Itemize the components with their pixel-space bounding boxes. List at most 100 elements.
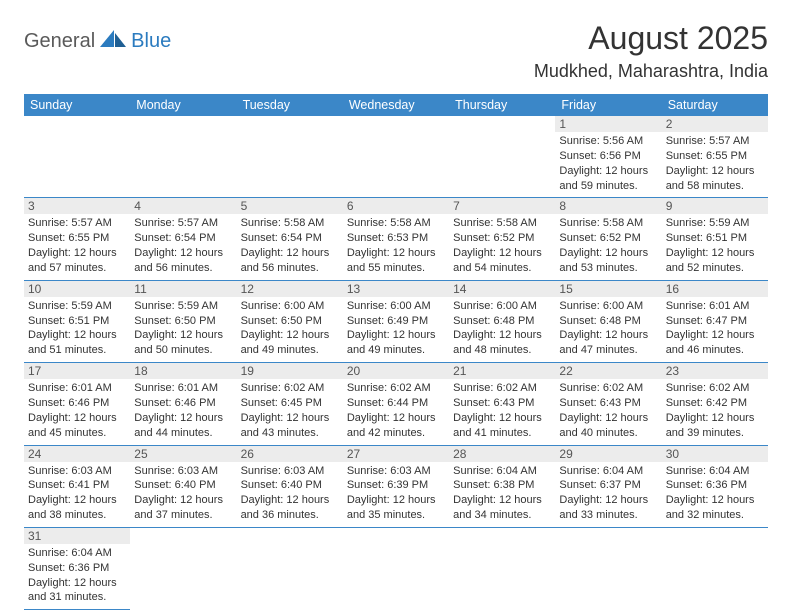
logo-text-general: General xyxy=(24,30,95,53)
day-line: Sunrise: 6:02 AM xyxy=(559,381,657,396)
day-line: Daylight: 12 hours xyxy=(559,246,657,261)
day-line: Sunset: 6:43 PM xyxy=(453,396,551,411)
day-content: Sunrise: 5:58 AMSunset: 6:52 PMDaylight:… xyxy=(555,214,661,279)
calendar-cell: 25Sunrise: 6:03 AMSunset: 6:40 PMDayligh… xyxy=(130,445,236,527)
day-number: 22 xyxy=(555,363,661,379)
day-line: Sunset: 6:40 PM xyxy=(134,478,232,493)
day-number: 10 xyxy=(24,281,130,297)
day-number: 23 xyxy=(662,363,768,379)
day-header: Monday xyxy=(130,94,236,116)
day-line: Sunrise: 6:00 AM xyxy=(241,299,339,314)
day-line: Sunset: 6:51 PM xyxy=(666,231,764,246)
day-line: and 31 minutes. xyxy=(28,590,126,605)
day-line: Sunset: 6:39 PM xyxy=(347,478,445,493)
day-number: 9 xyxy=(662,198,768,214)
day-line: Daylight: 12 hours xyxy=(241,493,339,508)
calendar-cell xyxy=(237,527,343,609)
day-number: 11 xyxy=(130,281,236,297)
day-line: Sunset: 6:36 PM xyxy=(28,561,126,576)
day-content: Sunrise: 6:00 AMSunset: 6:50 PMDaylight:… xyxy=(237,297,343,362)
calendar-cell: 14Sunrise: 6:00 AMSunset: 6:48 PMDayligh… xyxy=(449,280,555,362)
day-number: 6 xyxy=(343,198,449,214)
day-line: Sunset: 6:36 PM xyxy=(666,478,764,493)
day-line: Sunset: 6:53 PM xyxy=(347,231,445,246)
calendar-cell: 20Sunrise: 6:02 AMSunset: 6:44 PMDayligh… xyxy=(343,363,449,445)
day-content: Sunrise: 6:02 AMSunset: 6:43 PMDaylight:… xyxy=(449,379,555,444)
day-line: Sunset: 6:46 PM xyxy=(28,396,126,411)
day-number: 26 xyxy=(237,446,343,462)
day-line: and 43 minutes. xyxy=(241,426,339,441)
day-line: and 58 minutes. xyxy=(666,179,764,194)
calendar-cell: 26 Sunrise: 6:03 AMSunset: 6:40 PMDayligh… xyxy=(237,445,343,527)
day-content: Sunrise: 5:59 AMSunset: 6:51 PMDaylight:… xyxy=(24,297,130,362)
day-content: Sunrise: 6:01 AMSunset: 6:46 PMDaylight:… xyxy=(130,379,236,444)
day-line: and 44 minutes. xyxy=(134,426,232,441)
day-header: Wednesday xyxy=(343,94,449,116)
calendar-cell: 2Sunrise: 5:57 AMSunset: 6:55 PMDaylight… xyxy=(662,116,768,198)
day-number: 29 xyxy=(555,446,661,462)
day-number: 18 xyxy=(130,363,236,379)
day-line: Sunrise: 5:57 AM xyxy=(28,216,126,231)
day-line: Sunset: 6:48 PM xyxy=(453,314,551,329)
day-number: 20 xyxy=(343,363,449,379)
calendar-cell: 17Sunrise: 6:01 AMSunset: 6:46 PMDayligh… xyxy=(24,363,130,445)
day-line: Sunrise: 6:00 AM xyxy=(453,299,551,314)
day-line: Sunrise: 6:01 AM xyxy=(666,299,764,314)
calendar-row: 31Sunrise: 6:04 AMSunset: 6:36 PMDayligh… xyxy=(24,527,768,609)
calendar-cell: 28Sunrise: 6:04 AMSunset: 6:38 PMDayligh… xyxy=(449,445,555,527)
day-line: Daylight: 12 hours xyxy=(347,246,445,261)
calendar-cell: 23Sunrise: 6:02 AMSunset: 6:42 PMDayligh… xyxy=(662,363,768,445)
calendar-cell xyxy=(24,116,130,198)
day-line: Daylight: 12 hours xyxy=(559,328,657,343)
day-content: Sunrise: 6:04 AMSunset: 6:36 PMDaylight:… xyxy=(24,544,130,609)
day-line: Sunrise: 5:59 AM xyxy=(666,216,764,231)
day-line: and 53 minutes. xyxy=(559,261,657,276)
day-line: Daylight: 12 hours xyxy=(666,164,764,179)
day-line: Daylight: 12 hours xyxy=(347,493,445,508)
day-content: Sunrise: 5:56 AMSunset: 6:56 PMDaylight:… xyxy=(555,132,661,197)
calendar-cell: 21Sunrise: 6:02 AMSunset: 6:43 PMDayligh… xyxy=(449,363,555,445)
day-line: Daylight: 12 hours xyxy=(347,411,445,426)
day-line: Sunset: 6:54 PM xyxy=(241,231,339,246)
day-line: Sunset: 6:46 PM xyxy=(134,396,232,411)
calendar-cell: 1Sunrise: 5:56 AMSunset: 6:56 PMDaylight… xyxy=(555,116,661,198)
calendar-cell: 22Sunrise: 6:02 AMSunset: 6:43 PMDayligh… xyxy=(555,363,661,445)
day-line: Daylight: 12 hours xyxy=(453,493,551,508)
calendar-row: 24Sunrise: 6:03 AMSunset: 6:41 PMDayligh… xyxy=(24,445,768,527)
day-line: Sunrise: 5:58 AM xyxy=(453,216,551,231)
day-line: Sunrise: 5:59 AM xyxy=(28,299,126,314)
calendar-cell: 24Sunrise: 6:03 AMSunset: 6:41 PMDayligh… xyxy=(24,445,130,527)
day-line: Daylight: 12 hours xyxy=(28,493,126,508)
day-line: Sunrise: 6:04 AM xyxy=(666,464,764,479)
calendar-table: Sunday Monday Tuesday Wednesday Thursday… xyxy=(24,94,768,610)
day-line: and 42 minutes. xyxy=(347,426,445,441)
day-line: Sunset: 6:55 PM xyxy=(28,231,126,246)
day-line: Daylight: 12 hours xyxy=(28,328,126,343)
day-line: and 59 minutes. xyxy=(559,179,657,194)
day-line: Sunrise: 6:00 AM xyxy=(559,299,657,314)
calendar-cell: 4Sunrise: 5:57 AMSunset: 6:54 PMDaylight… xyxy=(130,198,236,280)
calendar-cell: 6Sunrise: 5:58 AMSunset: 6:53 PMDaylight… xyxy=(343,198,449,280)
calendar-cell xyxy=(130,527,236,609)
day-line: Daylight: 12 hours xyxy=(134,328,232,343)
day-line: and 55 minutes. xyxy=(347,261,445,276)
day-line: Daylight: 12 hours xyxy=(241,328,339,343)
calendar-cell xyxy=(555,527,661,609)
day-line: and 37 minutes. xyxy=(134,508,232,523)
day-line: Sunset: 6:40 PM xyxy=(241,478,339,493)
day-line: and 50 minutes. xyxy=(134,343,232,358)
day-line: Daylight: 12 hours xyxy=(666,411,764,426)
day-line: and 34 minutes. xyxy=(453,508,551,523)
day-line: Sunrise: 6:00 AM xyxy=(347,299,445,314)
day-line: Sunrise: 6:03 AM xyxy=(241,464,339,479)
day-content: Sunrise: 6:02 AMSunset: 6:43 PMDaylight:… xyxy=(555,379,661,444)
day-number: 7 xyxy=(449,198,555,214)
day-line: and 56 minutes. xyxy=(134,261,232,276)
day-content: Sunrise: 6:03 AMSunset: 6:40 PMDaylight:… xyxy=(130,462,236,527)
day-number: 17 xyxy=(24,363,130,379)
day-number: 3 xyxy=(24,198,130,214)
day-line: Sunrise: 6:03 AM xyxy=(347,464,445,479)
calendar-cell: 27Sunrise: 6:03 AMSunset: 6:39 PMDayligh… xyxy=(343,445,449,527)
day-line: Daylight: 12 hours xyxy=(134,493,232,508)
day-number: 12 xyxy=(237,281,343,297)
